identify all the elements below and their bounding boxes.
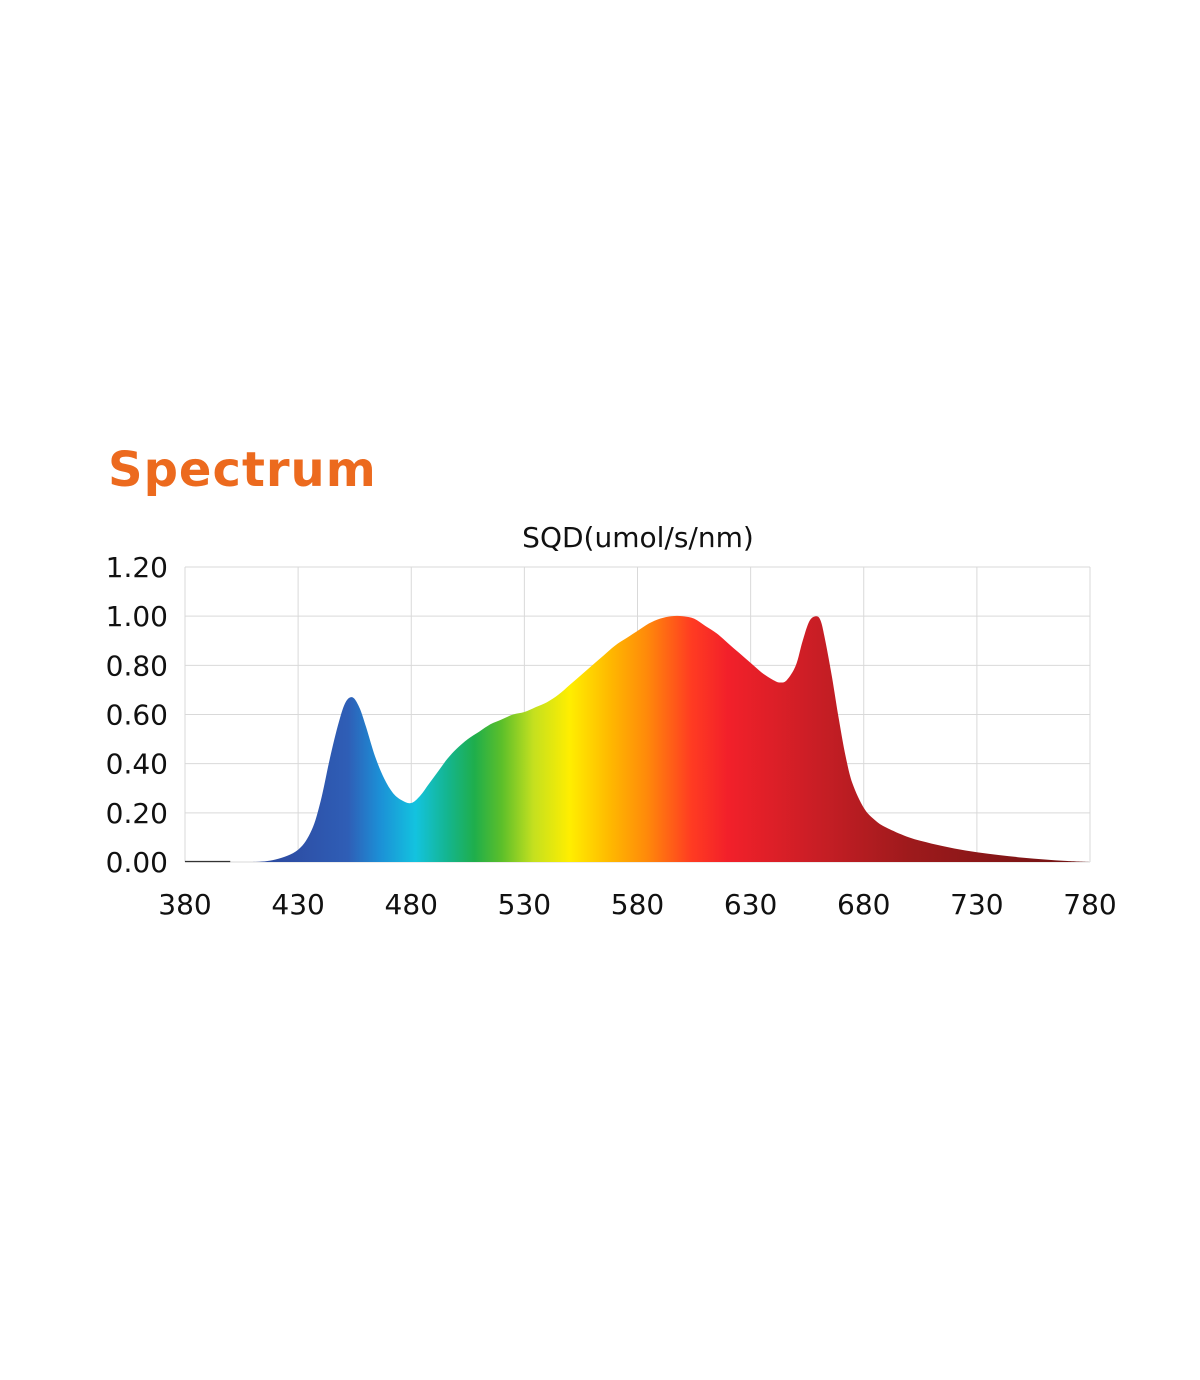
x-tick-label: 480 — [385, 888, 438, 921]
y-axis-ticks: 1.20 1.00 0.80 0.60 0.40 0.20 0.00 — [106, 551, 168, 879]
x-tick-label: 430 — [271, 888, 324, 921]
chart-heading: Spectrum — [108, 442, 377, 498]
chart-title: SQD(umol/s/nm) — [522, 521, 754, 554]
x-tick-label: 380 — [158, 888, 211, 921]
x-tick-label: 780 — [1063, 888, 1116, 921]
y-tick-label: 0.80 — [106, 649, 168, 682]
x-tick-label: 530 — [498, 888, 551, 921]
y-tick-label: 1.00 — [106, 600, 168, 633]
x-axis-ticks: 380 430 480 530 580 630 680 730 780 — [158, 888, 1116, 921]
x-tick-label: 580 — [611, 888, 664, 921]
y-tick-label: 0.60 — [106, 699, 168, 732]
y-tick-label: 0.20 — [106, 797, 168, 830]
series-layer — [185, 615, 1090, 863]
y-tick-label: 1.20 — [106, 551, 168, 584]
y-tick-label: 0.40 — [106, 748, 168, 781]
spectrum-area — [185, 615, 1090, 862]
y-tick-label: 0.00 — [106, 846, 168, 879]
x-tick-label: 730 — [950, 888, 1003, 921]
x-tick-label: 680 — [837, 888, 890, 921]
x-tick-label: 630 — [724, 888, 777, 921]
